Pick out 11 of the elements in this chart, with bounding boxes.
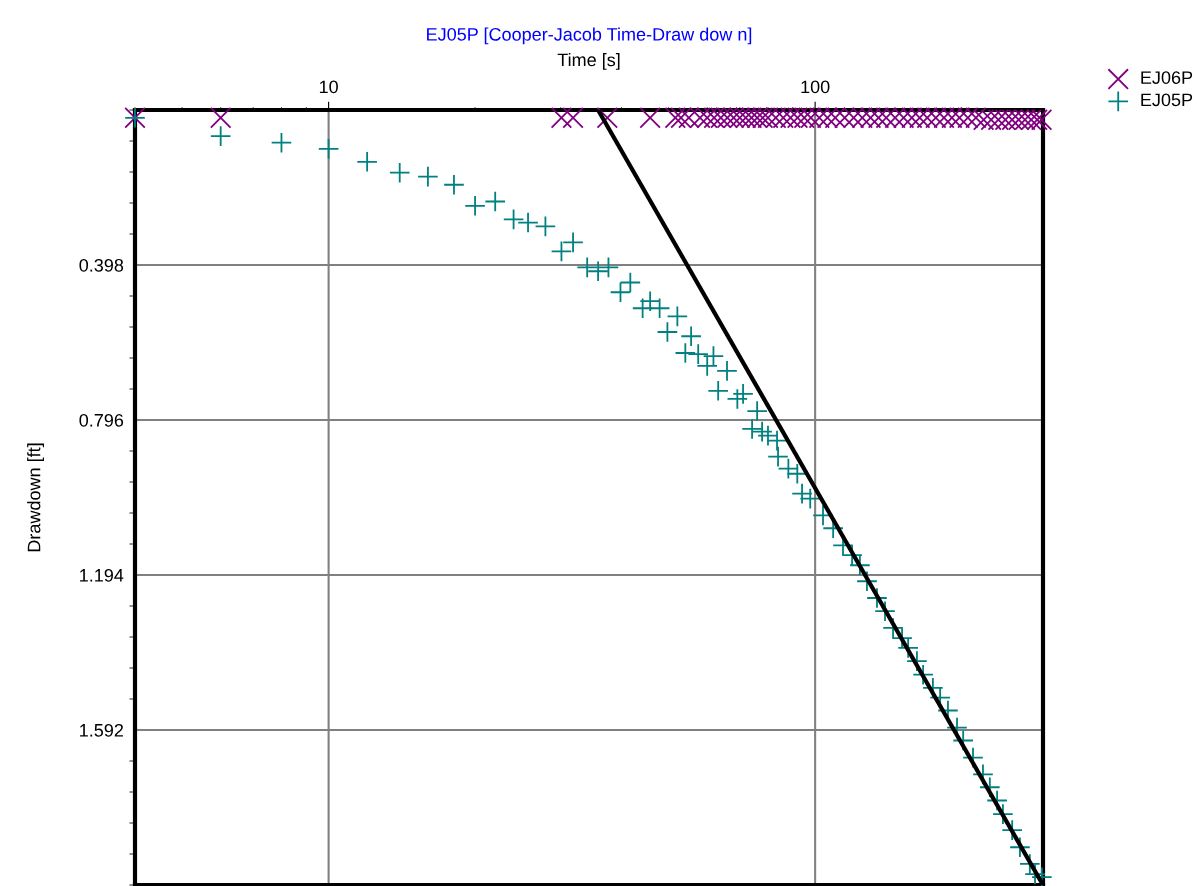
- y-tick-label: 0.398: [79, 258, 124, 272]
- legend-label: EJ05P: [1141, 93, 1193, 107]
- y-tick-label: 1.194: [80, 568, 124, 582]
- chart-title: EJ05P [Cooper-Jacob Time-Draw dow n]: [427, 27, 752, 45]
- legend-label: EJ06P: [1141, 71, 1193, 84]
- x-tick-label: 100: [801, 80, 830, 94]
- y-axis-title: Drawdown [ft]: [27, 443, 44, 552]
- x-tick-label: 10: [319, 80, 338, 94]
- y-tick-label: 1.592: [80, 723, 123, 737]
- x-axis-title: Time [s]: [557, 53, 620, 70]
- y-tick-label: 0.796: [79, 413, 124, 427]
